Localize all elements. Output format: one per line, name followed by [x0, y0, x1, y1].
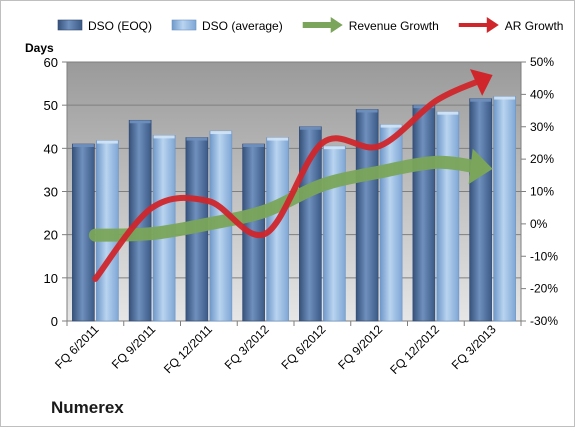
bar-dso-average--6	[436, 111, 460, 322]
legend-label-dso-eoq-: DSO (EOQ)	[88, 19, 152, 33]
revenue-growth-line	[88, 155, 484, 242]
bar-top-5	[380, 124, 402, 128]
y2-tick-label: 50%	[530, 55, 554, 69]
bar-top-0	[72, 144, 94, 148]
y2-tick-label: -30%	[530, 314, 558, 328]
x-tick-label: FQ 6/2011	[52, 322, 102, 372]
revenue-growth-arrowhead	[468, 148, 493, 185]
legend-arrow-ar-growth	[486, 17, 499, 33]
y-tick-label: 50	[44, 98, 58, 113]
bar-top-3	[267, 137, 289, 141]
x-tick-label: FQ 6/2012	[279, 322, 329, 372]
legend-label-dso-average-: DSO (average)	[202, 19, 283, 33]
bar-dso-average--7	[493, 96, 516, 322]
x-tick-label: FQ 9/2011	[109, 322, 159, 372]
y2-tick-label: -10%	[530, 249, 558, 263]
y2-tick-label: 10%	[530, 185, 554, 199]
legend-swatch-dso-eoq-	[57, 19, 83, 31]
y-tick-label: 0	[51, 314, 58, 329]
bar-top-1	[153, 135, 175, 139]
legend-swatch-dso-average-	[171, 19, 197, 31]
bar-top-7	[494, 96, 516, 100]
y2-tick-label: 0%	[530, 217, 548, 231]
y-tick-label: 10	[44, 271, 58, 286]
y-tick-label: 60	[44, 55, 58, 70]
bar-top-4	[299, 126, 321, 130]
bar-top-2	[210, 131, 232, 135]
x-tick-label: FQ 12/2011	[161, 322, 215, 376]
bar-top-6	[437, 111, 459, 115]
y2-tick-label: 30%	[530, 120, 554, 134]
y-tick-label: 40	[44, 141, 58, 156]
y-tick-label: 30	[44, 185, 58, 200]
y2-tick-label: -20%	[530, 282, 558, 296]
legend-label-revenue-growth: Revenue Growth	[349, 19, 439, 33]
x-tick-label: FQ 3/2013	[449, 322, 499, 372]
y2-tick-label: 20%	[530, 152, 554, 166]
bar-dso-average--5	[379, 124, 403, 322]
bar-top-0	[96, 140, 118, 144]
ar-growth-line	[92, 77, 485, 282]
bar-top-5	[356, 109, 378, 113]
company-name: Numerex	[51, 398, 124, 417]
x-tick-label: FQ 3/2012	[222, 322, 272, 372]
legend-label-ar-growth: AR Growth	[505, 19, 564, 33]
bar-dso-eoq--6	[412, 104, 436, 322]
y-axis-title: Days	[25, 41, 54, 55]
y2-tick-label: 40%	[530, 87, 554, 101]
x-tick-label: FQ 12/2012	[387, 322, 442, 377]
bar-dso-eoq--5	[355, 109, 379, 322]
x-tick-label: FQ 9/2012	[335, 322, 385, 372]
legend-arrow-revenue-growth	[330, 17, 343, 33]
bar-top-4	[323, 146, 345, 150]
bar-top-1	[129, 120, 151, 124]
ar-growth-arrowhead	[469, 69, 493, 96]
bar-top-7	[470, 98, 492, 102]
bar-dso-eoq--7	[469, 98, 492, 322]
y-tick-label: 20	[44, 228, 58, 243]
bar-dso-average--4	[323, 145, 346, 322]
bar-top-2	[186, 137, 208, 141]
bar-top-3	[243, 144, 265, 148]
